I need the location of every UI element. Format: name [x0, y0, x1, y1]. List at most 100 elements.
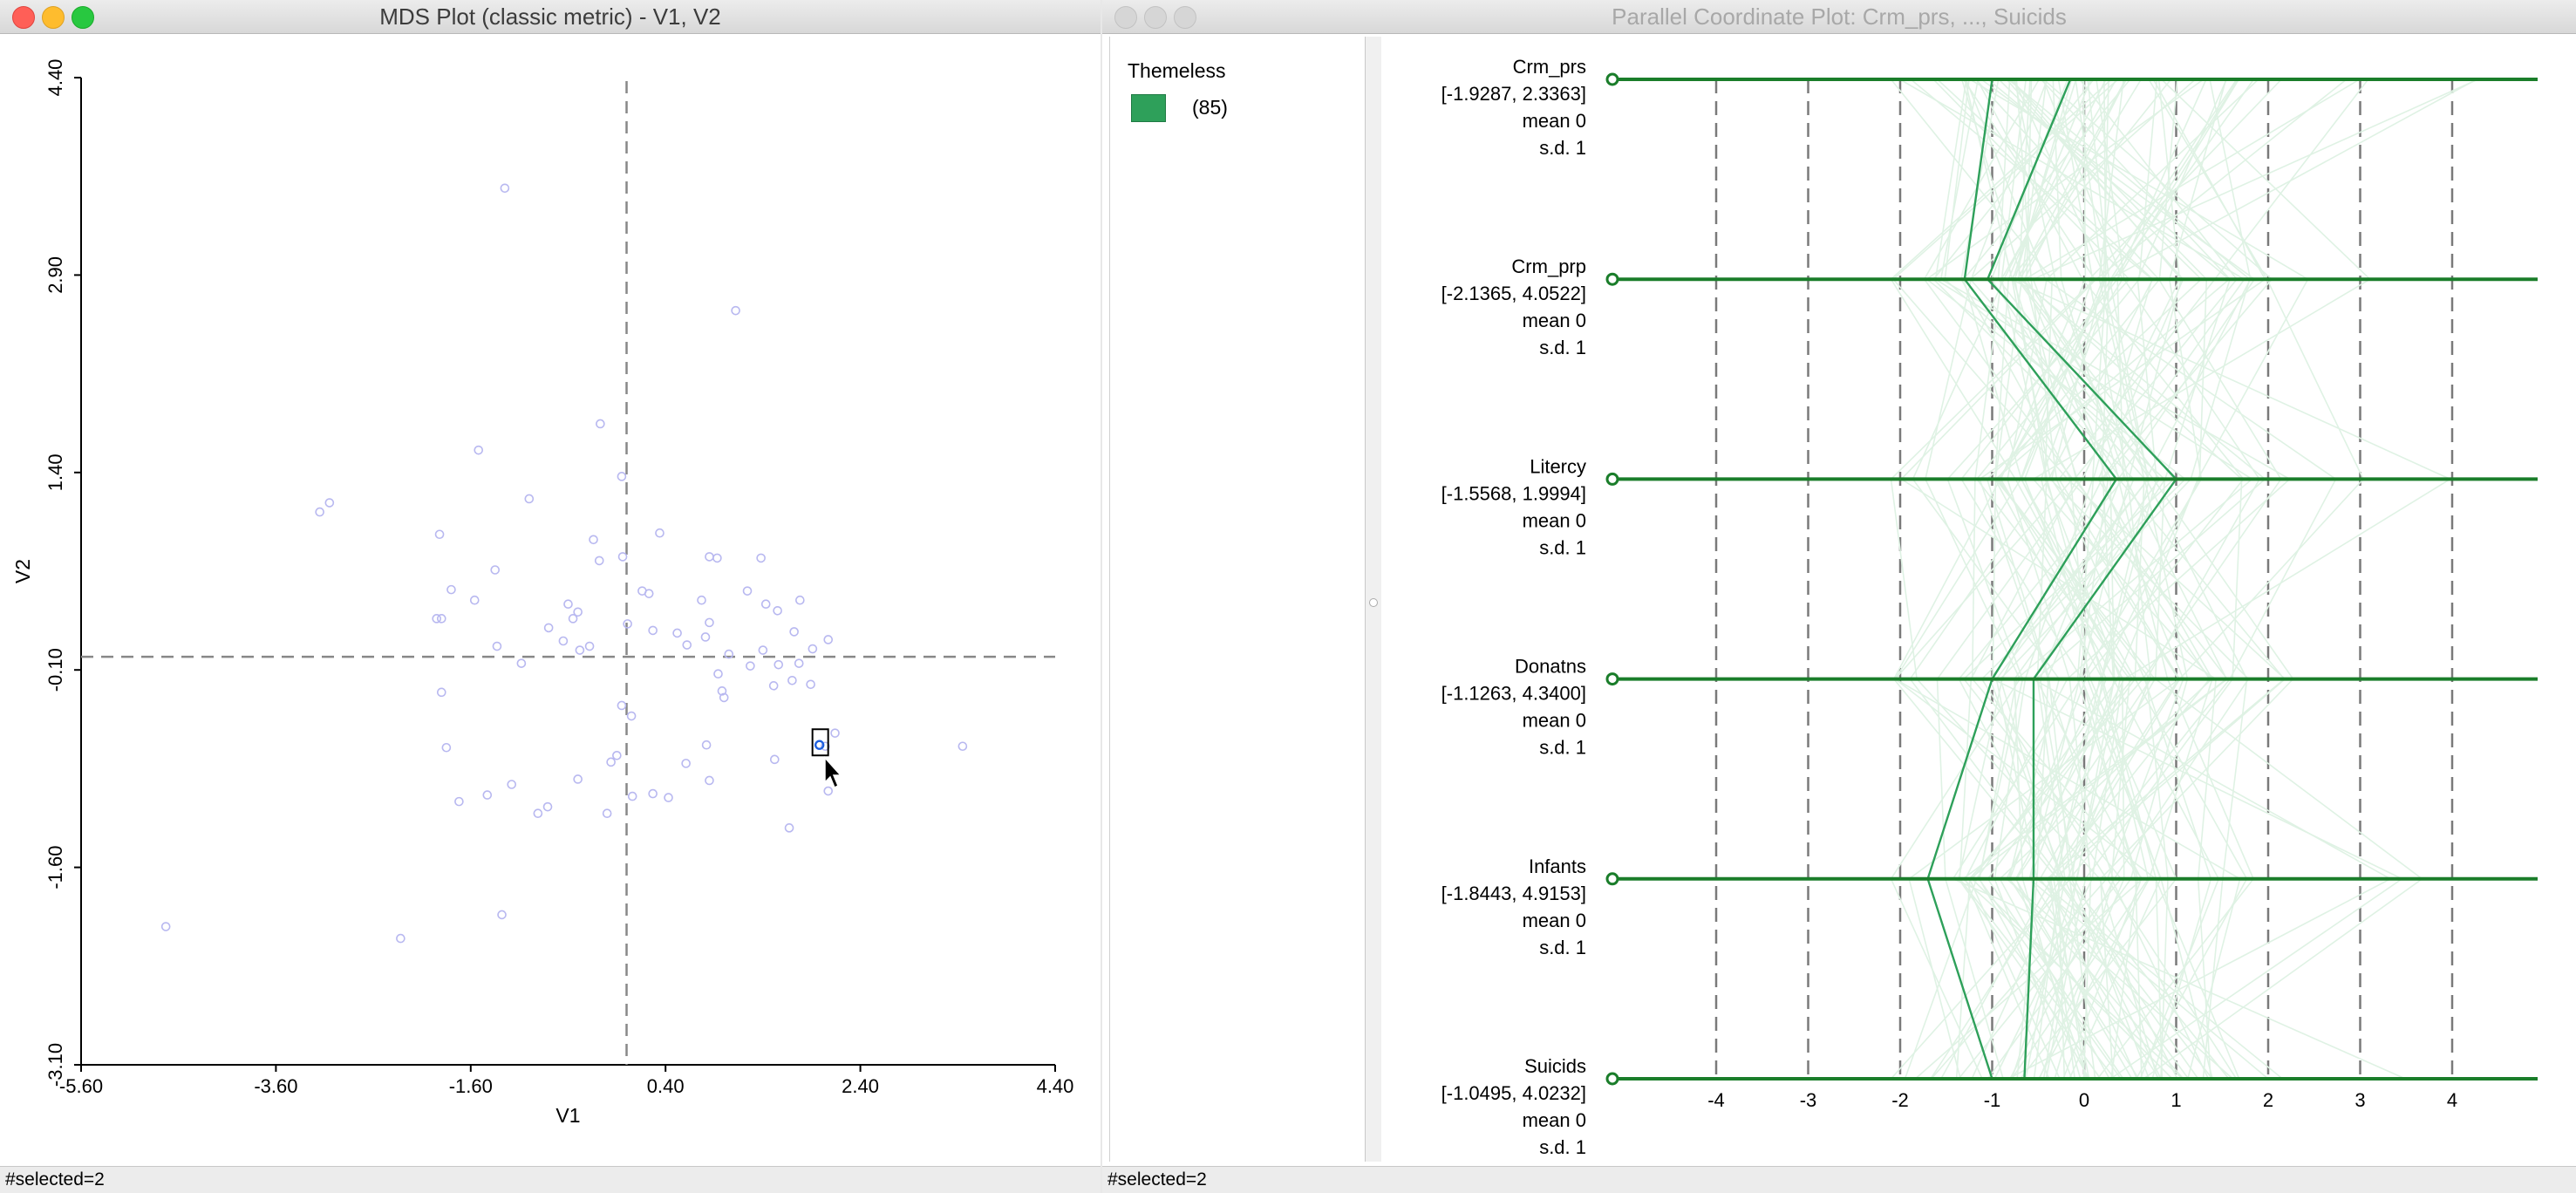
background-series-line [2049, 78, 2180, 1080]
data-point [617, 472, 627, 481]
mds-plot-window: MDS Plot (classic metric) - V1, V2 -5.60… [0, 0, 1101, 1193]
data-point [617, 700, 627, 711]
data-point [626, 711, 637, 721]
variable-name: Litercy [1530, 455, 1586, 477]
data-point [664, 793, 673, 802]
data-point [623, 619, 632, 629]
data-point [436, 614, 446, 624]
selected-series-line [1926, 78, 2118, 1080]
background-series-line [1968, 78, 2282, 1080]
mds-window-title: MDS Plot (classic metric) - V1, V2 [379, 3, 721, 30]
background-series-line [1993, 78, 2150, 1080]
variable-name: Donatns [1515, 656, 1586, 678]
data-point [724, 649, 734, 659]
background-series-line [2007, 78, 2259, 1080]
data-point [500, 183, 510, 194]
data-point [441, 742, 452, 753]
data-point [770, 754, 780, 765]
data-point [789, 627, 799, 637]
panel-splitter[interactable] [1366, 37, 1381, 1162]
variable-name: Suicids [1524, 1055, 1586, 1077]
variable-mean: mean 0 [1523, 110, 1586, 132]
data-point [589, 535, 598, 545]
legend-color-swatch[interactable] [1131, 94, 1166, 122]
data-point [507, 780, 517, 789]
background-series-line [1993, 78, 2107, 1080]
data-point [705, 617, 714, 628]
data-point [627, 791, 637, 801]
x-tick-label: -3 [1800, 1089, 1817, 1111]
data-point [787, 675, 797, 685]
data-point [434, 529, 445, 540]
background-series-line [2009, 78, 2452, 1080]
background-series-line [1936, 78, 2181, 1080]
zoom-icon[interactable] [72, 6, 94, 29]
mds-scatter-plot[interactable]: -5.60 -3.60 -1.60 0.40 2.40 4.40 -3.10 -1.60 -0.… [0, 34, 1101, 1161]
data-point [697, 595, 706, 605]
variable-sd: s.d. 1 [1539, 1136, 1586, 1158]
data-point [575, 645, 585, 655]
legend-panel[interactable]: Themeless (85) [1109, 37, 1366, 1162]
data-point [758, 645, 768, 655]
data-point [821, 741, 830, 752]
background-series-line [1987, 78, 2145, 1080]
variable-sd: s.d. 1 [1539, 137, 1586, 159]
data-point [705, 775, 714, 786]
data-point [823, 635, 834, 644]
minimize-icon[interactable] [42, 6, 65, 29]
variable-mean: mean 0 [1523, 509, 1586, 531]
background-series-line [2011, 78, 2478, 1080]
data-point [482, 790, 493, 800]
y-tick-label: -0.10 [44, 648, 66, 692]
background-series-line [1890, 78, 2124, 1080]
pcp-titlebar[interactable]: Parallel Coordinate Plot: Crm_prs, ..., … [1102, 0, 2576, 34]
data-point [315, 507, 324, 517]
legend-title: Themeless [1128, 59, 1226, 82]
splitter-handle-icon[interactable] [1369, 598, 1378, 607]
pcp-plot[interactable]: -4 -3 -2 -1 0 1 2 3 4 Crm_prs [-1.9287, 2.3363] mea… [1381, 34, 2576, 1161]
variable-sd: s.d. 1 [1539, 937, 1586, 958]
background-series-line [1904, 78, 2309, 1080]
data-point [957, 741, 968, 752]
x-tick-label: 0 [2079, 1089, 2089, 1111]
mouse-cursor-icon [824, 756, 842, 789]
data-point [542, 801, 553, 812]
variable-sd: s.d. 1 [1539, 337, 1586, 358]
background-series-line [2020, 78, 2248, 1080]
data-point [446, 584, 456, 595]
data-point [756, 553, 766, 563]
background-series-line [1910, 78, 2153, 1080]
data-point [768, 681, 779, 691]
pcp-status-bar: #selected=2 [1102, 1166, 2576, 1193]
background-series-line [2046, 78, 2286, 1080]
background-series-line [1995, 78, 2477, 1080]
background-series-line [1934, 78, 2253, 1080]
selection-box [811, 728, 829, 757]
background-series-line [1891, 78, 2286, 1080]
variable-mean: mean 0 [1523, 710, 1586, 732]
zoom-icon[interactable] [1174, 6, 1196, 29]
mds-titlebar[interactable]: MDS Plot (classic metric) - V1, V2 [0, 0, 1101, 34]
data-point [700, 632, 711, 642]
axis-handle-icon [1605, 472, 1619, 486]
background-series-line [1892, 78, 2239, 1080]
data-point [324, 498, 335, 508]
data-point [497, 910, 507, 920]
minimize-icon[interactable] [1144, 6, 1167, 29]
data-point [524, 494, 535, 504]
data-point [719, 692, 729, 703]
background-series-line [2023, 78, 2269, 1080]
close-icon[interactable] [12, 6, 35, 29]
data-point [746, 661, 755, 671]
background-series-line [2006, 78, 2213, 1080]
x-tick-label: -4 [1707, 1089, 1725, 1111]
background-series-line [1969, 78, 2196, 1080]
close-icon[interactable] [1114, 6, 1137, 29]
data-point [717, 686, 727, 696]
data-point [558, 636, 569, 646]
axis-handle-icon [1605, 872, 1619, 886]
background-series-line [1890, 78, 2203, 1080]
legend-count: (85) [1192, 96, 1228, 119]
data-point [469, 595, 480, 605]
data-point [568, 614, 578, 624]
